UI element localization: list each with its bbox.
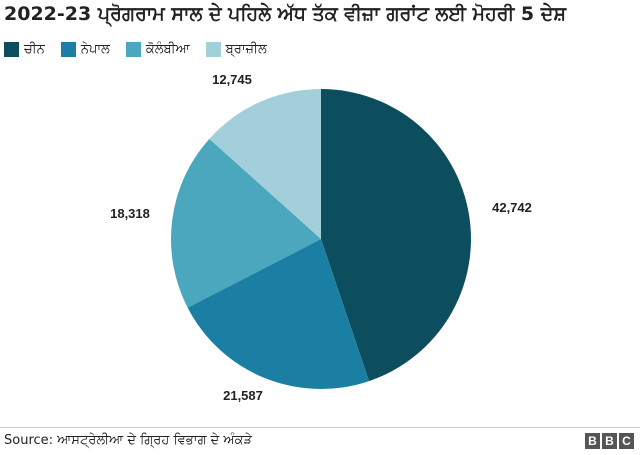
legend-label-colombia: ਕੋਲੰਬੀਆ <box>145 42 190 57</box>
source-note: Source: ਆਸਟ੍ਰੇਲੀਆ ਦੇ ਗ੍ਰਿਹ ਵਿਭਾਗ ਦੇ ਅੰਕੜ… <box>4 433 252 448</box>
pie-chart: 42,742 21,587 18,318 12,745 <box>110 72 532 403</box>
pie-slice-colombia <box>171 138 321 308</box>
legend-label-nepal: ਨੇਪਾਲ <box>80 42 110 57</box>
legend-item-colombia: ਕੋਲੰਬੀਆ <box>125 42 190 57</box>
legend: ਚੀਨ ਨੇਪਾਲ ਕੋਲੰਬੀਆ ਬ੍ਰਾਜ਼ੀਲ <box>4 42 283 57</box>
logo-letter-c: C <box>619 433 634 449</box>
legend-item-nepal: ਨੇਪਾਲ <box>60 42 110 57</box>
chart-title: 2022-23 ਪ੍ਰੋਗਰਾਮ ਸਾਲ ਦੇ ਪਹਿਲੇ ਅੱਧ ਤੱਕ ਵੀ… <box>4 3 566 25</box>
data-label-china: 42,742 <box>492 200 532 215</box>
legend-label-china: ਚੀਨ <box>24 42 45 57</box>
pie-slice-china <box>321 89 471 382</box>
legend-swatch-colombia <box>125 42 141 57</box>
data-label-colombia: 18,318 <box>110 206 150 221</box>
data-label-nepal: 21,587 <box>223 388 263 403</box>
legend-item-china: ਚੀਨ <box>4 42 45 57</box>
bbc-logo: B B C <box>583 433 634 449</box>
pie-slice-nepal <box>187 239 370 389</box>
legend-swatch-china <box>4 42 19 57</box>
pie-slice-brazil <box>209 89 321 239</box>
logo-letter-b2: B <box>602 433 617 449</box>
logo-letter-b1: B <box>585 433 600 449</box>
legend-swatch-brazil <box>205 42 221 57</box>
footer-divider <box>0 427 640 428</box>
legend-item-brazil: ਬ੍ਰਾਜ਼ੀਲ <box>205 42 267 57</box>
data-label-brazil: 12,745 <box>212 72 252 87</box>
legend-swatch-nepal <box>60 42 76 57</box>
legend-label-brazil: ਬ੍ਰਾਜ਼ੀਲ <box>225 42 267 57</box>
